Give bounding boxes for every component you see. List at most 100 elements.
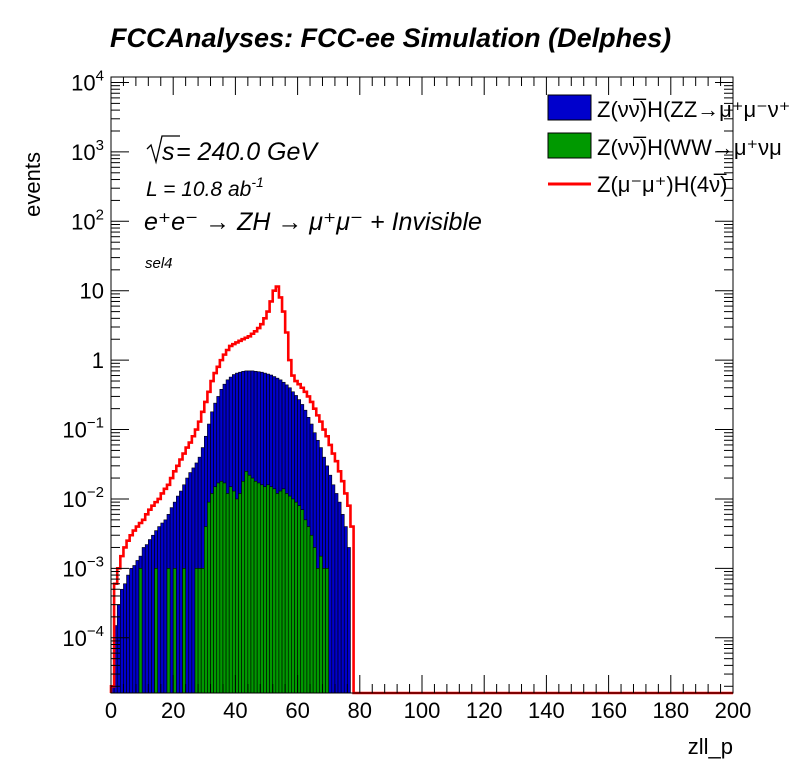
hist-bar-s1-27 bbox=[194, 568, 199, 694]
hist-bar-s1-57 bbox=[287, 495, 292, 694]
sqrt-s-annotation: s = 240.0 GeV bbox=[146, 135, 319, 166]
hist-bar-s0-12 bbox=[148, 539, 152, 694]
hist-bar-s0-8 bbox=[135, 560, 140, 694]
hist-bar-s0-11 bbox=[144, 544, 149, 694]
x-tick-label-6: 120 bbox=[466, 698, 503, 723]
hist-bar-s0-22 bbox=[179, 490, 183, 694]
hist-bar-s1-43 bbox=[244, 471, 249, 694]
hist-bar-s1-35 bbox=[219, 480, 224, 694]
hist-bar-s0-17 bbox=[163, 519, 168, 694]
y-tick-label-1: 10−3 bbox=[62, 553, 104, 581]
sqrt-s-variable: s bbox=[162, 138, 175, 166]
hist-bar-s1-69 bbox=[325, 568, 329, 694]
hist-bar-s0-19 bbox=[169, 507, 174, 694]
y-tick-label-2: 10−2 bbox=[62, 484, 104, 512]
hist-bar-s0-76 bbox=[347, 547, 351, 694]
hist-bar-s1-56 bbox=[284, 493, 289, 694]
y-tick-label-4: 1 bbox=[92, 348, 104, 373]
hist-bar-s1-34 bbox=[216, 482, 221, 694]
hist-bar-s1-62 bbox=[303, 519, 308, 694]
hist-bar-s1-61 bbox=[300, 509, 305, 694]
x-axis-label: zll_p bbox=[688, 734, 733, 759]
hist-bar-s0-15 bbox=[157, 526, 162, 694]
y-tick-label-7: 103 bbox=[71, 137, 104, 165]
x-tick-label-9: 180 bbox=[652, 698, 689, 723]
hist-bar-s1-52 bbox=[272, 488, 277, 694]
hist-bar-s0-7 bbox=[132, 565, 137, 694]
luminosity-text: L = 10.8 ab bbox=[146, 178, 252, 201]
hist-bar-s1-36 bbox=[222, 482, 227, 694]
hist-bar-s1-63 bbox=[306, 526, 311, 694]
legend-label-ww: Z(νν̅)H(WW→μ⁺νμ bbox=[597, 135, 782, 160]
luminosity-exponent: -1 bbox=[251, 174, 263, 190]
hist-bar-s1-31 bbox=[207, 501, 211, 694]
hist-bar-s0-71 bbox=[331, 484, 336, 694]
y-tick-label-0: 10−4 bbox=[62, 623, 104, 651]
hist-bar-s0-3 bbox=[120, 588, 124, 694]
legend: Z(νν̅)H(ZZ→μ⁺μ⁻ν⁺ Z(νν̅)H(WW→μ⁺νμ Z(μ⁻μ⁺… bbox=[547, 94, 790, 197]
hist-bar-s1-29 bbox=[200, 568, 205, 694]
hist-bar-s1-46 bbox=[253, 480, 258, 694]
hist-bar-s1-23 bbox=[182, 568, 186, 694]
hist-bar-s1-38 bbox=[228, 486, 233, 694]
hist-bar-s1-60 bbox=[297, 505, 302, 694]
hist-bar-s0-25 bbox=[188, 472, 193, 694]
hist-bar-s1-44 bbox=[247, 474, 252, 694]
hist-bar-s1-66 bbox=[315, 568, 320, 694]
hist-bar-s0-6 bbox=[129, 568, 134, 694]
hist-bar-s0-74 bbox=[340, 514, 345, 694]
x-tick-label-0: 0 bbox=[105, 698, 117, 723]
hist-bar-s1-40 bbox=[235, 498, 239, 694]
hist-bar-s1-9 bbox=[138, 568, 143, 694]
hist-bar-s1-47 bbox=[256, 482, 261, 694]
hist-bar-s1-39 bbox=[231, 490, 236, 694]
hist-bar-s1-53 bbox=[275, 493, 280, 694]
hist-bar-s0-4 bbox=[123, 583, 127, 694]
luminosity-label: L = 10.8 ab-1 bbox=[146, 174, 264, 201]
hist-bar-s0-13 bbox=[151, 534, 155, 694]
hist-bar-s1-48 bbox=[259, 484, 264, 694]
x-tick-label-4: 80 bbox=[348, 698, 372, 723]
hist-bar-s1-20 bbox=[172, 568, 177, 694]
hist-bar-s1-18 bbox=[166, 568, 171, 694]
legend-label-signal: Z(μ⁻μ⁺)H(4ν̅) bbox=[597, 172, 727, 197]
hist-bar-s0-73 bbox=[337, 501, 342, 694]
x-tick-label-2: 40 bbox=[223, 698, 247, 723]
x-tick-label-5: 100 bbox=[404, 698, 441, 723]
x-tick-label-7: 140 bbox=[528, 698, 565, 723]
hist-bar-s0-70 bbox=[328, 474, 333, 694]
sqrt-s-value: = 240.0 GeV bbox=[176, 138, 319, 166]
process-label: e⁺e⁻ → ZH → μ⁺μ⁻ + Invisible bbox=[144, 208, 482, 236]
legend-swatch-ww bbox=[547, 132, 592, 159]
hist-bar-s1-30 bbox=[204, 526, 208, 694]
hist-bar-s1-51 bbox=[269, 486, 274, 694]
hist-bar-s0-26 bbox=[191, 467, 196, 694]
chart-title: FCCAnalyses: FCC-ee Simulation (Delphes) bbox=[110, 23, 671, 53]
x-tick-label-3: 60 bbox=[285, 698, 309, 723]
selection-label: sel4 bbox=[145, 255, 173, 272]
y-tick-label-3: 10−1 bbox=[62, 415, 104, 443]
hist-bar-s1-67 bbox=[319, 555, 323, 694]
hist-bar-s0-21 bbox=[176, 495, 180, 694]
hist-bar-s1-55 bbox=[281, 488, 286, 694]
hist-bar-s0-75 bbox=[343, 526, 348, 694]
x-tick-label-10: 200 bbox=[715, 698, 752, 723]
hist-bar-s1-37 bbox=[225, 493, 230, 694]
hist-bar-s1-58 bbox=[291, 498, 295, 694]
hist-bar-s1-41 bbox=[238, 493, 242, 694]
y-tick-label-8: 104 bbox=[71, 67, 104, 95]
hist-bar-s1-64 bbox=[309, 534, 314, 694]
sqrt-symbol bbox=[146, 135, 180, 165]
hist-bar-s1-68 bbox=[322, 568, 326, 694]
x-tick-label-8: 160 bbox=[590, 698, 627, 723]
hist-bar-s1-54 bbox=[278, 490, 283, 694]
signal-line-2 bbox=[109, 285, 733, 695]
hist-bar-s1-14 bbox=[154, 568, 158, 694]
y-axis-label: events bbox=[20, 152, 45, 217]
hist-bar-s1-59 bbox=[294, 501, 298, 694]
hist-bar-s1-45 bbox=[250, 477, 255, 694]
hist-bar-s1-42 bbox=[241, 480, 246, 694]
hist-bar-s1-28 bbox=[197, 568, 202, 694]
hist-bar-s0-24 bbox=[185, 477, 190, 694]
